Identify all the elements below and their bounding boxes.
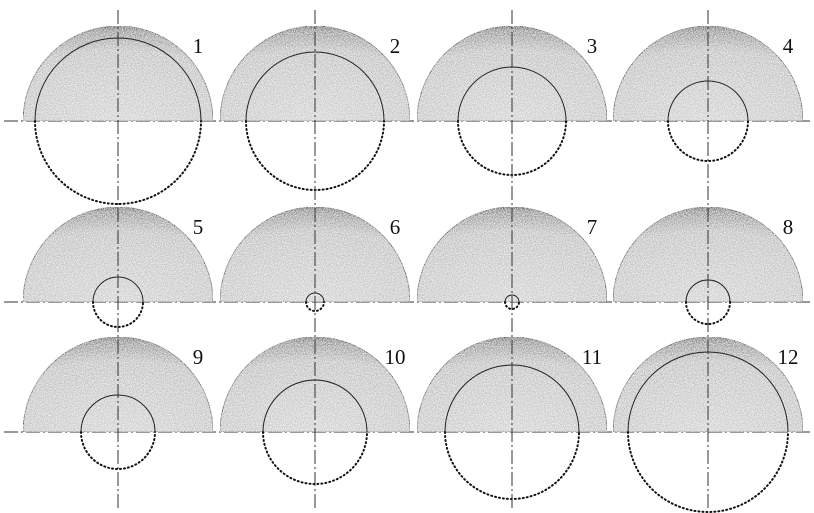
panel-label: 9 bbox=[193, 345, 204, 369]
panel-label: 12 bbox=[778, 345, 799, 369]
panel-label: 6 bbox=[390, 215, 401, 239]
panel-label: 1 bbox=[193, 34, 204, 58]
panel-label: 7 bbox=[587, 215, 598, 239]
panel-label: 4 bbox=[783, 34, 794, 58]
page: 123456789101112 (() => { const data = JS… bbox=[0, 0, 814, 513]
panel-label: 2 bbox=[390, 34, 401, 58]
panel-label: 3 bbox=[587, 34, 598, 58]
panel-label: 5 bbox=[193, 215, 204, 239]
dotted-arc bbox=[445, 432, 579, 499]
panel-label: 8 bbox=[783, 215, 794, 239]
figure: 123456789101112 bbox=[0, 0, 814, 513]
panel-label: 11 bbox=[582, 345, 602, 369]
panel-label: 10 bbox=[385, 345, 406, 369]
